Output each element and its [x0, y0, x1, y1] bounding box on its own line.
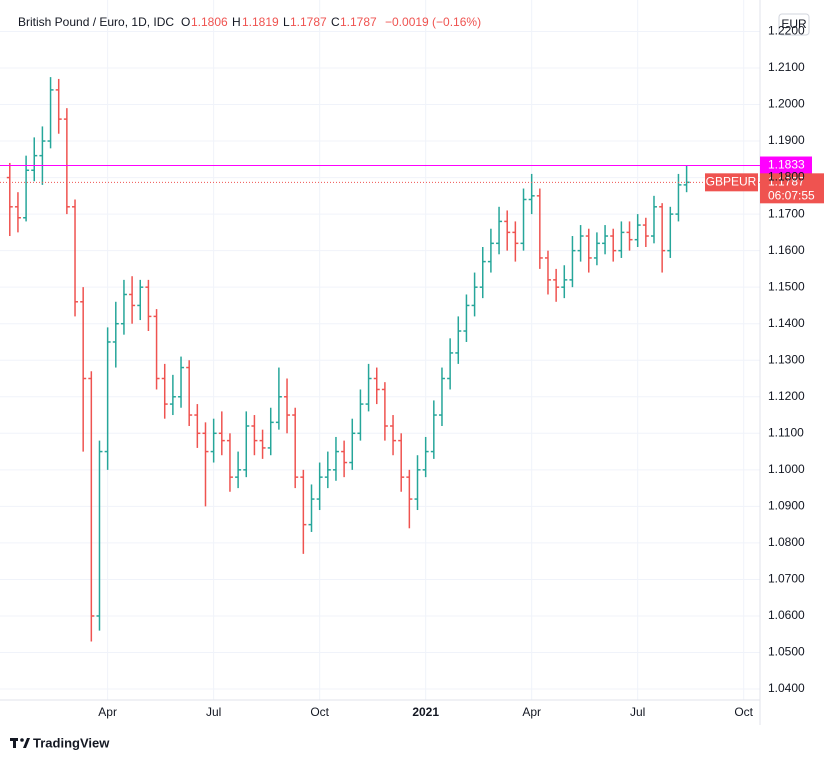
price-line-label-bg	[760, 156, 812, 175]
y-tick-label: 1.0500	[768, 645, 805, 659]
price-line-label: 1.1833	[768, 158, 805, 172]
y-tick-label: 1.1100	[768, 425, 804, 439]
y-tick-label: 1.0600	[768, 608, 805, 622]
y-tick-label: 1.1500	[768, 279, 805, 293]
x-tick-label: Oct	[734, 705, 753, 719]
low-label: L	[283, 15, 290, 29]
symbol-title: British Pound / Euro, 1D, IDC	[18, 15, 174, 29]
logo-mark	[13, 738, 16, 748]
change-value: −0.0019 (−0.16%)	[385, 15, 481, 29]
x-tick-label: Jul	[206, 705, 221, 719]
high-label: H	[232, 15, 241, 29]
x-tick-label: Apr	[522, 705, 541, 719]
logo-mark	[23, 738, 30, 748]
symbol-label: GBPEUR	[706, 174, 757, 188]
y-tick-label: 1.1800	[768, 170, 805, 184]
low-value: 1.1787	[290, 15, 327, 29]
x-tick-label: Apr	[98, 705, 117, 719]
y-tick-label: 1.2200	[768, 24, 805, 38]
y-tick-label: 1.1900	[768, 133, 805, 147]
y-tick-label: 1.1000	[768, 462, 805, 476]
y-tick-label: 1.0400	[768, 681, 805, 695]
y-tick-label: 1.2100	[768, 60, 805, 74]
y-tick-label: 1.0900	[768, 499, 805, 513]
logo-mark	[20, 738, 24, 742]
grid	[0, 0, 760, 700]
legend: British Pound / Euro, 1D, IDC O 1.1806 H…	[18, 15, 481, 29]
y-tick-label: 1.1700	[768, 206, 805, 220]
close-value: 1.1787	[340, 15, 377, 29]
open-value: 1.1806	[191, 15, 228, 29]
high-value: 1.1819	[242, 15, 279, 29]
bars	[6, 77, 690, 642]
y-tick-label: 1.1400	[768, 316, 805, 330]
y-tick-label: 1.0700	[768, 572, 805, 586]
close-label: C	[331, 15, 340, 29]
open-label: O	[181, 15, 190, 29]
brand-name: TradingView	[33, 735, 110, 750]
y-tick-label: 1.0800	[768, 535, 805, 549]
y-tick-label: 1.1600	[768, 243, 805, 257]
currency-button[interactable]	[778, 13, 810, 36]
currency-button-label[interactable]: EUR	[781, 17, 807, 31]
y-tick-label: 1.2000	[768, 97, 805, 111]
symbol-label-bg	[705, 173, 758, 192]
x-tick-label: Jul	[630, 705, 645, 719]
tradingview-logo: TradingView	[10, 735, 110, 750]
y-tick-label: 1.1200	[768, 389, 805, 403]
last-price-label-bg	[760, 173, 824, 204]
x-tick-label: Oct	[310, 705, 329, 719]
countdown-label: 06:07:55	[768, 188, 815, 202]
last-price-label: 1.1787	[768, 174, 805, 188]
y-tick-label: 1.1300	[768, 352, 805, 366]
x-tick-label: 2021	[412, 705, 439, 719]
